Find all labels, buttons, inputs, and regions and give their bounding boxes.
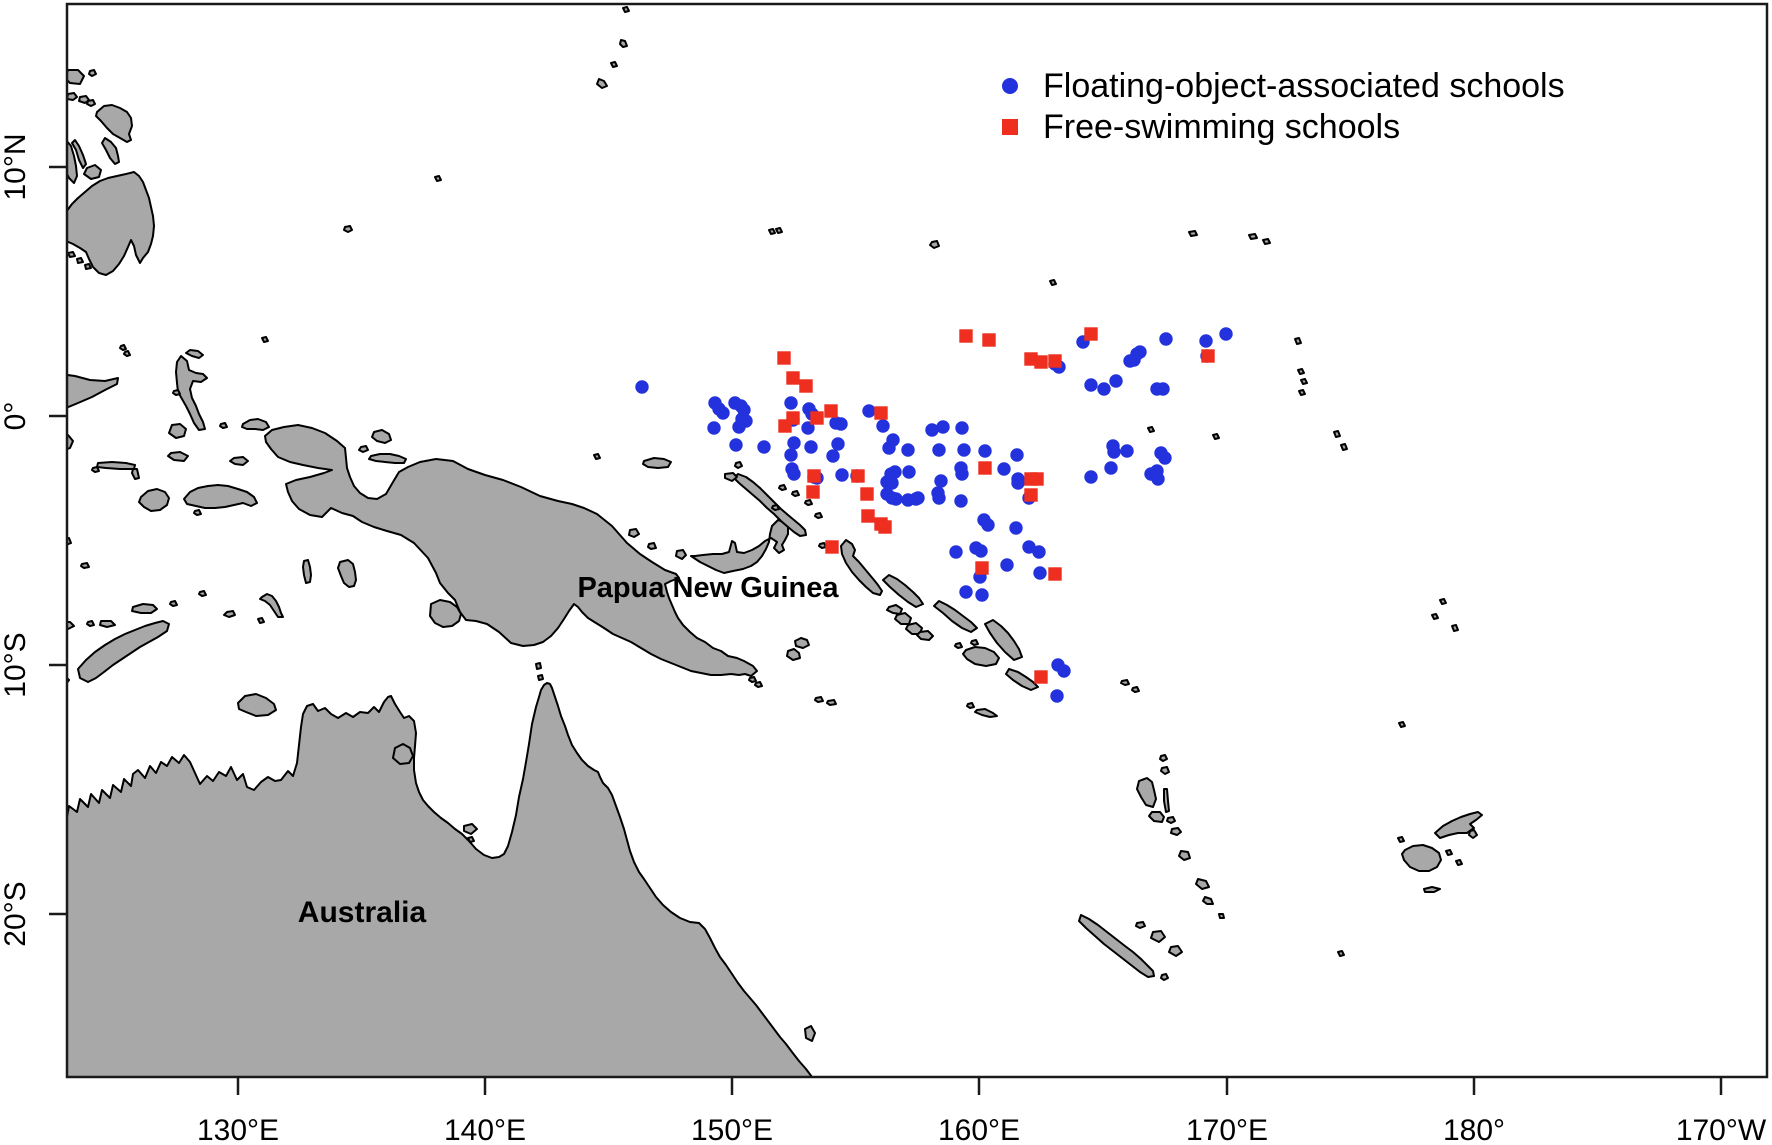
svg-text:130°E: 130°E — [197, 1114, 279, 1145]
svg-text:160°E: 160°E — [938, 1114, 1020, 1145]
svg-text:140°E: 140°E — [444, 1114, 526, 1145]
svg-text:170°E: 170°E — [1186, 1114, 1268, 1145]
svg-text:Floating-object-associated sch: Floating-object-associated schools — [1043, 67, 1565, 105]
svg-text:Free-swimming schools: Free-swimming schools — [1043, 108, 1400, 146]
svg-text:0°: 0° — [0, 402, 32, 431]
svg-text:20°S: 20°S — [0, 881, 32, 946]
svg-text:170°W: 170°W — [1676, 1114, 1767, 1145]
svg-text:10°S: 10°S — [0, 632, 32, 697]
svg-text:Australia: Australia — [298, 896, 427, 929]
svg-text:10°N: 10°N — [0, 133, 32, 200]
svg-text:Papua New Guinea: Papua New Guinea — [577, 572, 839, 604]
svg-text:180°: 180° — [1443, 1114, 1505, 1145]
svg-text:150°E: 150°E — [691, 1114, 773, 1145]
